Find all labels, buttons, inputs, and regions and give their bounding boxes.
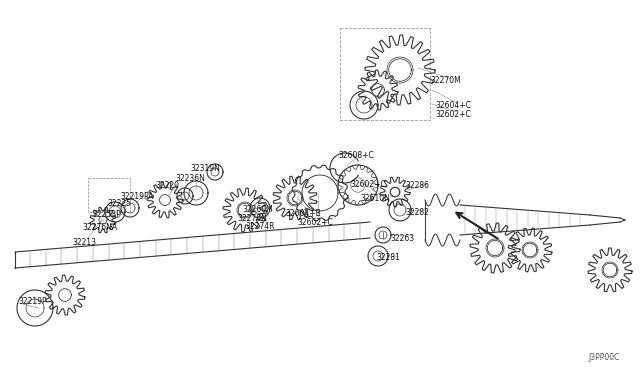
Text: 32281: 32281 [376, 253, 400, 263]
Text: 32236N: 32236N [175, 173, 205, 183]
Text: 32602+C: 32602+C [297, 218, 333, 227]
Text: 32602+C: 32602+C [350, 180, 386, 189]
Text: 32608+C: 32608+C [338, 151, 374, 160]
Text: 32602+C: 32602+C [435, 109, 471, 119]
Text: 32219P: 32219P [18, 298, 47, 307]
Text: 32270M: 32270M [430, 76, 461, 84]
Text: 32604+B: 32604+B [285, 208, 321, 218]
Text: 32225: 32225 [107, 199, 131, 208]
Text: 32260M: 32260M [242, 205, 273, 214]
Text: 32282: 32282 [405, 208, 429, 217]
Text: 32610N: 32610N [360, 193, 390, 202]
Text: 32276N: 32276N [237, 214, 267, 222]
Text: J3PP00C: J3PP00C [589, 353, 620, 362]
Text: 32274R: 32274R [245, 221, 275, 231]
Text: 32220: 32220 [155, 180, 179, 189]
Text: 32263: 32263 [390, 234, 414, 243]
Text: 32213: 32213 [72, 237, 96, 247]
Text: 32319N: 32319N [190, 164, 220, 173]
Text: 32276NA: 32276NA [82, 222, 117, 231]
Text: 32253P: 32253P [92, 209, 121, 218]
Text: 32286: 32286 [405, 180, 429, 189]
Text: 32604+C: 32604+C [435, 100, 471, 109]
Text: 32219PA: 32219PA [120, 192, 154, 201]
